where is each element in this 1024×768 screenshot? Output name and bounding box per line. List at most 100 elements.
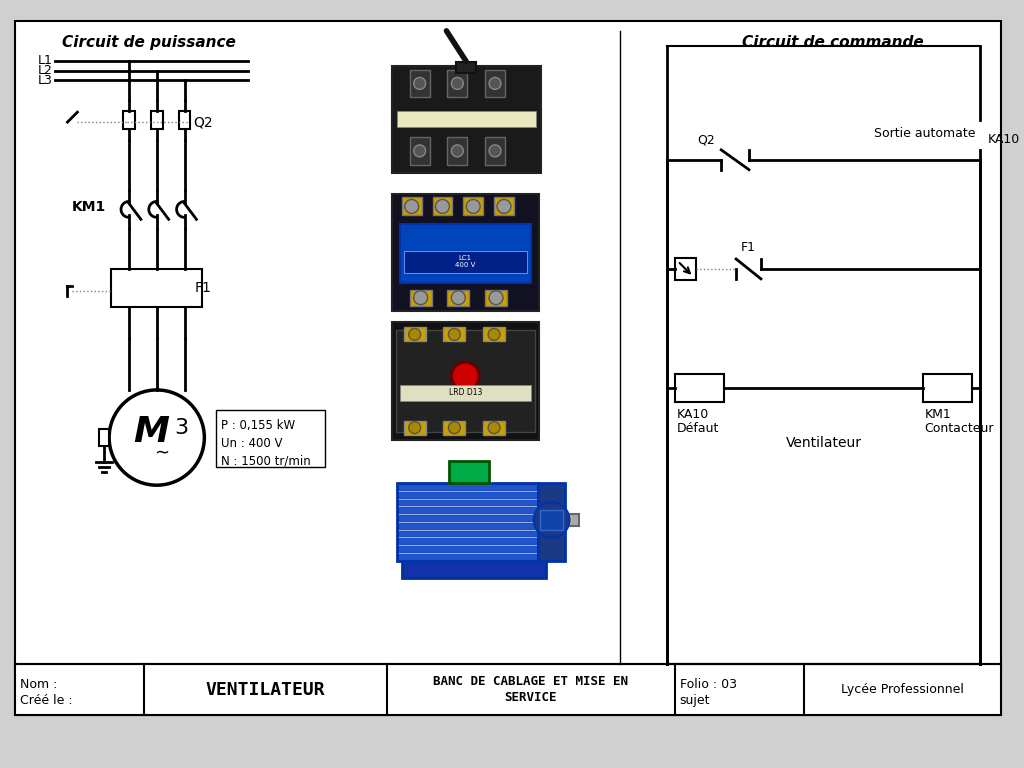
Text: Un : 400 V: Un : 400 V (221, 436, 283, 449)
Circle shape (452, 78, 463, 89)
Bar (151, 111, 163, 129)
Text: Q2: Q2 (194, 115, 213, 129)
Text: KM1: KM1 (72, 200, 105, 214)
Circle shape (409, 422, 421, 434)
Text: M: M (133, 415, 169, 449)
Bar (99, 429, 110, 446)
Bar (483, 421, 505, 435)
Bar (457, 61, 476, 74)
Text: L3: L3 (38, 74, 52, 87)
Bar (392, 65, 541, 173)
Text: Folio : 03: Folio : 03 (680, 677, 736, 690)
Text: N : 1500 tr/min: N : 1500 tr/min (221, 455, 311, 468)
Bar (410, 137, 429, 165)
Text: Créé le :: Créé le : (19, 694, 73, 707)
Bar (397, 500, 538, 506)
Text: Circuit de commande: Circuit de commande (742, 35, 925, 50)
Bar (112, 269, 203, 306)
Bar (450, 462, 489, 483)
Circle shape (449, 329, 461, 340)
Bar (410, 70, 429, 98)
Bar (397, 554, 538, 561)
Bar (396, 330, 535, 432)
Text: Nom :: Nom : (19, 677, 57, 690)
Text: F1: F1 (195, 281, 211, 295)
Bar (403, 251, 526, 273)
Bar (15, 664, 1001, 715)
Circle shape (489, 145, 501, 157)
Bar (565, 514, 580, 526)
Circle shape (489, 78, 501, 89)
Bar (463, 197, 483, 215)
Circle shape (414, 291, 428, 305)
Bar (447, 70, 467, 98)
Circle shape (452, 291, 465, 305)
Circle shape (414, 78, 426, 89)
Bar (399, 385, 530, 401)
Bar (485, 137, 505, 165)
Bar (675, 258, 696, 280)
Circle shape (488, 329, 500, 340)
Bar (397, 531, 538, 538)
Bar (923, 374, 972, 402)
Circle shape (466, 200, 480, 214)
Text: ∼: ∼ (155, 445, 169, 462)
Bar (397, 492, 538, 498)
Bar (483, 327, 505, 341)
Bar (397, 538, 538, 545)
Bar (392, 194, 539, 310)
Bar (123, 111, 135, 129)
Bar (401, 197, 422, 215)
Bar (397, 111, 536, 127)
Bar (397, 484, 538, 491)
Circle shape (452, 145, 463, 157)
Bar (447, 137, 467, 165)
Bar (397, 515, 538, 522)
Circle shape (414, 145, 426, 157)
Bar (485, 290, 507, 306)
Bar (443, 327, 465, 341)
Text: Lycée Professionnel: Lycée Professionnel (842, 683, 965, 696)
Bar (540, 510, 563, 530)
Text: KM1: KM1 (925, 408, 951, 421)
Text: KA10: KA10 (988, 134, 1020, 147)
Text: Sortie automate: Sortie automate (873, 127, 975, 140)
Text: Défaut: Défaut (677, 422, 719, 435)
Circle shape (110, 390, 205, 485)
Bar (443, 421, 465, 435)
Text: BANC DE CABLAGE ET MISE EN: BANC DE CABLAGE ET MISE EN (433, 675, 629, 688)
Circle shape (409, 329, 421, 340)
Bar (392, 323, 539, 439)
Text: LRD D13: LRD D13 (449, 389, 482, 397)
Bar (397, 508, 538, 514)
Bar (538, 483, 565, 561)
Text: 3: 3 (174, 418, 188, 438)
Circle shape (497, 200, 511, 214)
Text: KA10: KA10 (677, 408, 709, 421)
Circle shape (488, 422, 500, 434)
Circle shape (452, 362, 479, 390)
Text: LC1
400 V: LC1 400 V (455, 256, 475, 269)
Bar (403, 327, 426, 341)
Text: L2: L2 (38, 64, 52, 77)
Bar (401, 561, 546, 578)
Text: Ventilateur: Ventilateur (785, 435, 861, 449)
Bar (675, 374, 724, 402)
Bar (403, 421, 426, 435)
Circle shape (489, 291, 503, 305)
Text: sujet: sujet (680, 694, 710, 707)
Text: Q2: Q2 (697, 134, 715, 147)
Bar (216, 410, 326, 468)
Circle shape (534, 502, 569, 538)
Bar (447, 290, 469, 306)
Text: L1: L1 (38, 54, 52, 67)
Bar (397, 523, 538, 530)
Text: SERVICE: SERVICE (505, 691, 557, 704)
Text: VENTILATEUR: VENTILATEUR (205, 680, 325, 699)
Circle shape (449, 422, 461, 434)
Text: Circuit de puissance: Circuit de puissance (61, 35, 236, 50)
Bar (399, 224, 530, 283)
Bar (485, 70, 505, 98)
Bar (410, 290, 431, 306)
Circle shape (404, 200, 419, 214)
